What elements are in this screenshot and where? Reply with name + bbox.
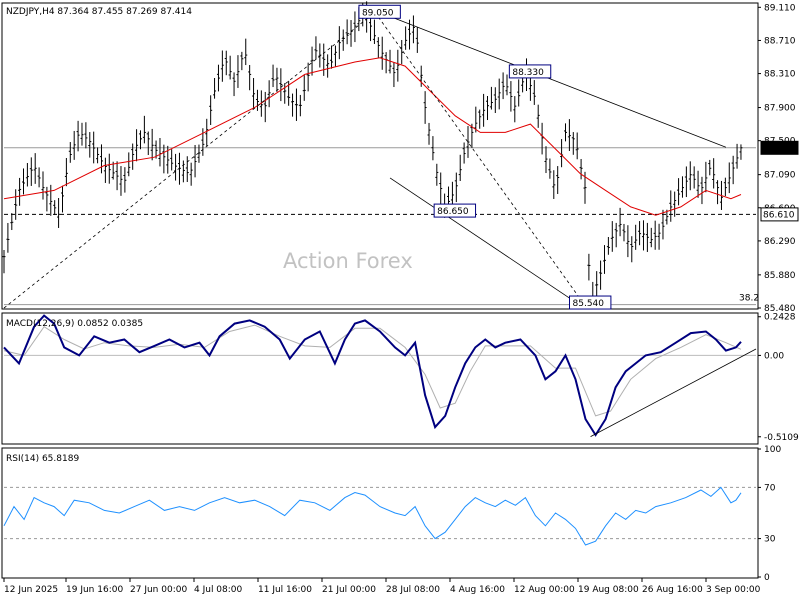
main-header: NZDJPY,H4 87.364 87.455 87.269 87.414 [6,7,192,17]
time-axis-label: 3 Sep 00:00 [706,585,761,595]
price-layer: 89.050 88.330 86.650 85.540 [2,1,756,310]
price-axis-label: 86.290 [764,237,796,247]
price-annotation-label: 88.330 [512,68,544,78]
price-level-box [760,140,799,155]
rsi-axis-label: 70 [764,483,776,493]
time-axis-label: 27 Jun 00:00 [130,585,187,595]
price-panel-frame [1,2,759,310]
time-axis-label: 19 Aug 08:00 [578,585,639,595]
price-trendline [389,177,586,310]
macd-signal-line [3,324,742,417]
macd-layer [3,314,757,437]
rsi-line [3,486,742,546]
price-axis-label: 85.480 [764,304,796,314]
time-axis-label: 12 Aug 00:00 [514,585,575,595]
rsi-panel-frame [1,447,759,579]
rsi-axis-label: 30 [764,535,776,545]
fib-level-label: 38.2 [739,294,759,304]
macd-axis-label: -0.5109 [764,433,799,443]
price-trendline [3,11,376,309]
price-trendline [374,10,727,148]
rsi-header: RSI(14) 65.8189 [6,454,79,464]
macd-panel-frame [1,312,759,445]
price-axis-label: 88.710 [764,36,796,46]
price-annotation-label: 86.650 [437,207,469,217]
price-axis-label: 85.880 [764,271,796,281]
time-axis-label: 4 Aug 16:00 [450,585,505,595]
macd-axis-label: 0.00 [764,351,784,361]
price-level-label: 87.414 [763,144,795,154]
rsi-layer [3,486,756,546]
time-axis-label: 28 Jul 08:00 [386,585,440,595]
time-axis-label: 19 Jun 16:00 [66,585,123,595]
price-axis-label: 89.110 [764,3,796,13]
price-annotation-label: 85.540 [573,299,605,309]
time-axis-label: 21 Jul 00:00 [322,585,376,595]
price-annotation-box [433,203,477,218]
rsi-axis-label: 0 [764,573,770,583]
panel-frames [1,2,759,579]
price-level-label: 86.610 [763,210,795,220]
price-annotation-box [358,4,401,19]
moving-average-line [3,57,742,216]
time-axis-label: 26 Aug 16:00 [642,585,703,595]
macd-main-line [3,314,742,437]
price-trendline [374,12,586,307]
time-axis-label: 4 Jul 08:00 [194,585,243,595]
axis-layer: 89.11088.71088.31087.90087.50087.09086.6… [3,3,799,595]
price-axis-label: 87.900 [764,104,796,114]
price-level-box [760,207,799,222]
macd-header: MACD(12,26,9) 0.0852 0.0385 [6,319,143,329]
watermark: Action Forex [283,249,413,273]
price-axis-label: 87.090 [764,171,796,181]
time-axis-label: 12 Jun 2025 [4,585,58,595]
macd-trendline [590,348,757,437]
time-axis-label: 11 Jul 16:00 [258,585,312,595]
price-axis-label: 88.310 [764,70,796,80]
rsi-axis-label: 100 [764,445,781,455]
price-annotation-box [569,295,612,310]
price-annotation-box [508,64,552,79]
macd-axis-label: 0.2428 [764,313,796,323]
price-annotation-label: 89.050 [362,8,394,18]
